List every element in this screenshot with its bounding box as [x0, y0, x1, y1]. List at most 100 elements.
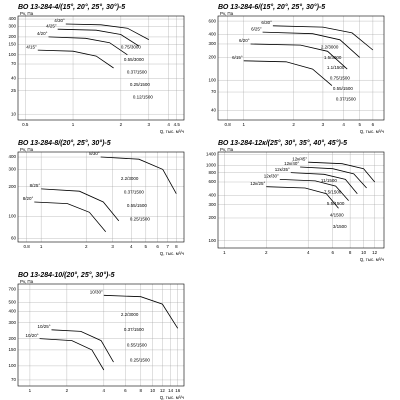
curve-label: 10/30° [90, 290, 103, 295]
y-tick-label: 200 [208, 55, 216, 60]
x-tick-label: 1 [29, 388, 32, 393]
y-tick-label: 200 [8, 34, 16, 39]
x-tick-label: 2 [265, 250, 268, 255]
y-tick-label: 60 [11, 235, 17, 240]
curve-label: 8/25° [30, 183, 41, 188]
x-tick-label: 2 [292, 122, 295, 127]
x-tick-label: 8 [175, 244, 178, 249]
curve [34, 201, 107, 232]
motor-label: 3/1500 [333, 224, 347, 229]
y-tick-label: 700 [8, 286, 16, 291]
curve-label: 4/30° [54, 18, 65, 23]
motor-label: 0.25/1500 [130, 358, 151, 363]
x-tick-label: 2 [66, 388, 69, 393]
curve [48, 36, 128, 56]
curve [37, 49, 114, 69]
x-tick-label: 1 [40, 244, 43, 249]
y-tick-label: 400 [208, 32, 216, 37]
curve-label: 12к/35° [275, 167, 290, 172]
y-tick-label: 300 [8, 320, 16, 325]
y-axis-label: Pv, Па [220, 147, 234, 152]
x-tick-label: 5 [358, 122, 361, 127]
y-tick-label: 400 [8, 308, 16, 313]
x-tick-label: 3 [322, 122, 325, 127]
motor-label: 7.5/1500 [324, 190, 342, 195]
curve [65, 23, 149, 40]
motor-label: 0.12/1500 [133, 94, 154, 99]
x-tick-label: 8 [349, 250, 352, 255]
x-tick-label: 8 [140, 388, 143, 393]
plot-frame [17, 151, 185, 243]
x-tick-label: 1 [223, 250, 226, 255]
motor-label: 1.1/1500 [327, 65, 345, 70]
y-tick-label: 100 [8, 214, 16, 219]
y-tick-label: 1400 [206, 151, 217, 156]
x-tick-label: 3 [111, 244, 114, 249]
x-tick-label: 4 [342, 122, 345, 127]
y-tick-label: 300 [208, 41, 216, 46]
y-tick-label: 10 [11, 111, 17, 116]
x-tick-label: 5 [145, 244, 148, 249]
x-tick-label: 12 [372, 250, 378, 255]
motor-label: 0.55/3000 [124, 57, 145, 62]
curve [51, 329, 114, 363]
y-tick-label: 70 [11, 61, 17, 66]
x-tick-label: 1 [72, 122, 75, 127]
x-tick-label: 4 [130, 244, 133, 249]
x-tick-label: 0.8 [24, 244, 31, 249]
x-axis-label: Q, тыс. м³/ч [160, 251, 185, 256]
y-tick-label: 500 [8, 300, 16, 305]
curve [243, 60, 333, 86]
plot-frame [17, 283, 185, 387]
curve [100, 156, 177, 194]
motor-label: 0.37/1500 [127, 69, 148, 74]
x-axis-label: Q, тыс. м³/ч [360, 257, 385, 262]
x-tick-label: 2 [85, 244, 88, 249]
y-tick-label: 100 [208, 238, 216, 243]
y-tick-label: 600 [208, 18, 216, 23]
y-tick-label: 400 [208, 192, 216, 197]
y-tick-label: 100 [208, 77, 216, 82]
motor-label: 0.37/1500 [124, 190, 145, 195]
y-tick-label: 150 [8, 42, 16, 47]
x-tick-label: 14 [168, 388, 174, 393]
curve-label: 6/30° [261, 20, 272, 25]
x-tick-label: 10 [361, 250, 367, 255]
curve-label: 6/15° [232, 55, 243, 60]
motor-label: 11/1500 [321, 178, 337, 183]
y-tick-label: 300 [208, 202, 216, 207]
y-axis-label: Pv, Па [20, 279, 34, 284]
curve [250, 43, 348, 70]
curve-label: 12к/30° [264, 174, 279, 179]
curve-label: 4/15° [26, 44, 37, 49]
curve-label: 10/25° [37, 324, 50, 329]
y-tick-label: 200 [8, 184, 16, 189]
x-tick-label: 7 [166, 244, 169, 249]
x-axis-label: Q, тыс. м³/ч [160, 129, 185, 134]
motor-label: 0.37/1500 [336, 96, 357, 101]
curve-label: 12к/25° [250, 181, 265, 186]
motor-label: 2.2/3000 [121, 176, 139, 181]
x-tick-label: 10 [150, 388, 156, 393]
y-tick-label: 400 [8, 154, 16, 159]
curve-label: 6/20° [239, 38, 250, 43]
curve-label: 12к/45° [292, 156, 307, 161]
motor-label: 0.75/3000 [121, 44, 142, 49]
motor-label: 0.55/1500 [127, 203, 148, 208]
y-tick-label: 200 [208, 215, 216, 220]
y-tick-label: 400 [8, 16, 16, 21]
motor-label: 2.2/3000 [321, 44, 339, 49]
motor-label: 0.25/1500 [130, 217, 151, 222]
y-tick-label: 100 [8, 52, 16, 57]
plot-frame [217, 15, 385, 121]
curve-label: 4/25° [46, 23, 57, 28]
x-tick-label: 6 [372, 122, 375, 127]
x-tick-label: 2 [120, 122, 123, 127]
y-axis-label: Pv, Па [20, 147, 34, 152]
y-tick-label: 300 [8, 167, 16, 172]
x-tick-label: 6 [124, 388, 127, 393]
x-tick-label: 4 [103, 388, 106, 393]
curve-label: 6/25° [251, 26, 262, 31]
